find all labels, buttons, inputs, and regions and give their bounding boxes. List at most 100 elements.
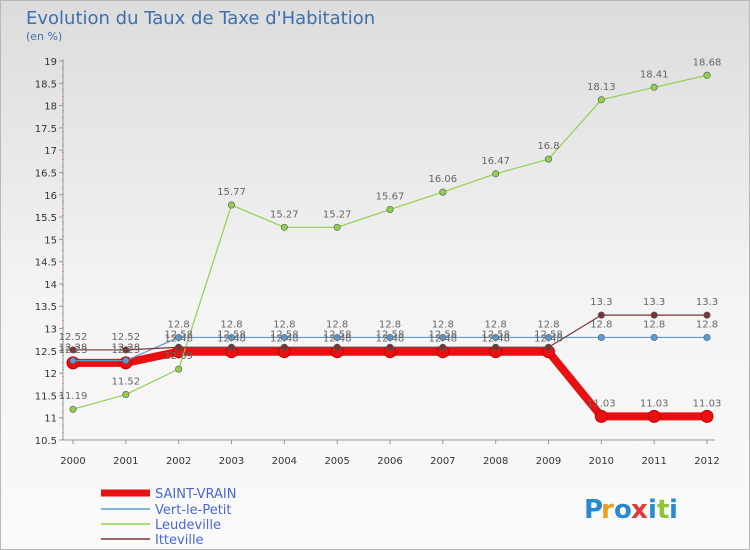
data-label: 15.27 bbox=[323, 209, 352, 220]
y-tick-label: 16 bbox=[44, 191, 57, 202]
data-label: 12.23 bbox=[112, 345, 141, 356]
data-point bbox=[597, 311, 605, 319]
legend-label: SAINT-VRAIN bbox=[155, 487, 236, 502]
y-tick-label: 15 bbox=[44, 235, 57, 246]
data-label: 18.68 bbox=[693, 57, 722, 68]
x-tick-label: 2002 bbox=[166, 456, 191, 467]
data-label: 11.19 bbox=[59, 391, 88, 402]
data-point bbox=[228, 333, 236, 341]
data-label: 18.41 bbox=[640, 69, 669, 80]
data-label: 12.8 bbox=[696, 319, 718, 330]
data-label: 12.28 bbox=[112, 343, 141, 354]
data-label: 12.58 bbox=[534, 329, 563, 340]
y-tick-label: 11 bbox=[44, 414, 57, 425]
data-label: 11.03 bbox=[693, 398, 722, 409]
legend-label: Leudeville bbox=[155, 518, 221, 533]
legend-label: Vert-le-Petit bbox=[155, 503, 232, 518]
data-point bbox=[439, 333, 447, 341]
data-point bbox=[333, 223, 341, 231]
data-label: 12.48 bbox=[376, 334, 405, 345]
data-label: 12.8 bbox=[326, 319, 348, 330]
y-tick-label: 12.5 bbox=[35, 347, 57, 358]
legend: SAINT-VRAINVert-le-PetitLeudevilleIttevi… bbox=[101, 487, 236, 548]
data-label: 12.58 bbox=[429, 329, 458, 340]
data-point bbox=[492, 333, 500, 341]
series-itteville bbox=[69, 311, 711, 354]
data-label: 12.48 bbox=[429, 334, 458, 345]
data-label: 12.58 bbox=[376, 329, 405, 340]
series-lines bbox=[66, 71, 714, 423]
x-tick-label: 2004 bbox=[272, 456, 297, 467]
data-label: 12.8 bbox=[643, 319, 665, 330]
data-label: 16.47 bbox=[481, 156, 510, 167]
data-point bbox=[439, 188, 447, 196]
logo-letter: r bbox=[601, 495, 614, 525]
data-label: 12.58 bbox=[270, 329, 299, 340]
x-tick-label: 2010 bbox=[589, 456, 614, 467]
data-point bbox=[280, 333, 288, 341]
data-point bbox=[703, 71, 711, 79]
data-label: 16.06 bbox=[429, 174, 458, 185]
data-label: 12.58 bbox=[323, 329, 352, 340]
data-point bbox=[175, 333, 183, 341]
y-tick-label: 15.5 bbox=[35, 213, 57, 224]
data-point bbox=[280, 223, 288, 231]
data-label: 12.8 bbox=[220, 319, 242, 330]
data-label: 12.58 bbox=[164, 329, 193, 340]
data-label: 12.8 bbox=[168, 319, 190, 330]
y-tick-label: 10.5 bbox=[35, 436, 57, 447]
data-point bbox=[228, 201, 236, 209]
data-label: 12.58 bbox=[217, 329, 246, 340]
data-point bbox=[650, 83, 658, 91]
data-label: 18.13 bbox=[587, 82, 616, 93]
y-tick-label: 13 bbox=[44, 325, 57, 336]
data-point bbox=[703, 333, 711, 341]
proxiti-logo: Pr o x i t i bbox=[584, 495, 678, 525]
data-label: 12.23 bbox=[59, 345, 88, 356]
data-point bbox=[386, 205, 394, 213]
data-label: 12.8 bbox=[379, 319, 401, 330]
data-label: 13.3 bbox=[696, 297, 718, 308]
y-tick-label: 11.5 bbox=[35, 391, 57, 402]
data-label: 12.52 bbox=[59, 332, 88, 343]
x-tick-label: 2000 bbox=[60, 456, 85, 467]
data-point bbox=[228, 343, 236, 351]
x-tick-label: 2007 bbox=[430, 456, 455, 467]
data-point bbox=[650, 311, 658, 319]
axes: 10.5 11 11.5 12 12.5 13 13.5 14 14.5 15 15.5 16 16.5… bbox=[35, 57, 720, 467]
data-label: 12.48 bbox=[534, 334, 563, 345]
data-label: 16.8 bbox=[537, 141, 559, 152]
data-point bbox=[647, 409, 661, 423]
logo-letter: P bbox=[584, 495, 603, 525]
data-label: 12.48 bbox=[217, 334, 246, 345]
series-saint-vrain bbox=[66, 345, 714, 423]
y-tick-label: 18.5 bbox=[35, 79, 57, 90]
data-label: 12.8 bbox=[485, 319, 507, 330]
x-tick-label: 2011 bbox=[641, 456, 666, 467]
data-point bbox=[122, 357, 130, 365]
data-label: 12.28 bbox=[59, 343, 88, 354]
data-point bbox=[333, 343, 341, 351]
y-tick-label: 17 bbox=[44, 146, 57, 157]
series-vert-le-petit bbox=[69, 333, 711, 365]
logo-letter: x bbox=[631, 495, 648, 525]
logo-letter: t bbox=[657, 495, 669, 525]
y-tick-label: 14 bbox=[44, 280, 57, 291]
data-point bbox=[492, 170, 500, 178]
data-point bbox=[544, 333, 552, 341]
data-point bbox=[439, 343, 447, 351]
data-point bbox=[122, 391, 130, 399]
data-point bbox=[333, 333, 341, 341]
data-label: 13.3 bbox=[643, 297, 665, 308]
data-label: 11.03 bbox=[587, 398, 616, 409]
data-label: 12.48 bbox=[481, 334, 510, 345]
x-tick-label: 2009 bbox=[536, 456, 561, 467]
data-label: 15.67 bbox=[376, 191, 405, 202]
x-tick-label: 2005 bbox=[324, 456, 349, 467]
data-point bbox=[703, 311, 711, 319]
y-tick-label: 17.5 bbox=[35, 124, 57, 135]
x-tick-label: 2006 bbox=[377, 456, 402, 467]
data-label: 11.03 bbox=[640, 398, 669, 409]
data-point bbox=[597, 96, 605, 104]
data-point bbox=[594, 409, 608, 423]
